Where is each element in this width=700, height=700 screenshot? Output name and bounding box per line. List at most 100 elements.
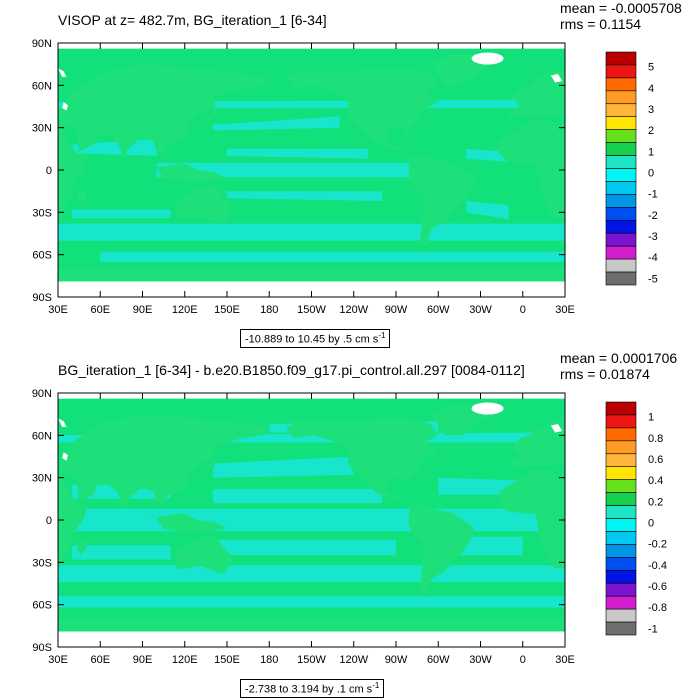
cyan-band [58,596,565,608]
cyan-band [212,489,382,504]
x-tick-label: 150E [214,654,240,666]
colorbar-swatch [605,569,637,584]
colorbar-swatch [605,168,637,182]
colorbar-swatch [605,245,637,260]
y-tick-label: 60N [32,430,52,442]
cyan-band [156,162,411,178]
map-field [58,48,565,297]
colorbar-label: 0.8 [648,433,663,445]
colorbar-swatch [605,479,637,493]
colorbar-swatch [605,129,637,143]
missing-region [550,424,563,433]
colorbar-swatch [605,492,637,506]
colorbar: 1 0.8 0.6 0.4 0.2 0 -0.2 -0.4 -0.6 -0.8 -1 [605,401,667,636]
rms-value: rms = 0.01874 [560,366,650,382]
colorbar-swatch [605,531,637,545]
x-tick-label: 120E [172,654,198,666]
colorbar-label: 1 [648,146,654,158]
y-tick-label: 60S [32,600,52,612]
colorbar-label: 4 [648,83,654,95]
x-tick-label: 60W [427,654,450,666]
missing-region [58,68,67,77]
colorbar-swatch [605,142,637,156]
x-tick-label: 60E [90,304,110,316]
cyan-band [452,536,523,556]
colorbar-swatch [605,194,637,208]
colorbar-swatch [605,77,637,92]
arctic-missing-region [471,52,504,65]
colorbar-label: 5 [648,62,654,74]
land-mask [198,107,216,125]
colorbar-swatch [605,440,637,455]
missing-region [550,74,563,83]
land-mask [508,421,565,468]
x-tick-label: 30E [555,654,575,666]
colorbar-label: 0.2 [648,496,663,508]
colorbar-swatch [605,414,637,429]
cyan-band [227,148,368,159]
land-mask [286,68,439,158]
x-tick-label: 90E [133,304,153,316]
colorbar-label: 1 [648,412,654,424]
colorbar-swatch [605,64,637,79]
colorbar-swatch [605,271,637,286]
x-tick-label: 150E [214,304,240,316]
y-tick-label: 30N [32,123,52,135]
x-tick-label: 30W [469,304,492,316]
x-tick-label: 30E [48,654,68,666]
y-tick-label: 90N [32,38,52,50]
land-mask [77,539,87,556]
colorbar-label: -4 [648,252,658,264]
contour-range-label: -10.889 to 10.45 by .5 cm s-1 [240,329,391,348]
x-tick-label: 60W [427,304,450,316]
panel-title: VISOP at z= 482.7m, BG_iteration_1 [6-34… [58,12,327,28]
colorbar-swatch [605,544,637,558]
x-tick-label: 180 [260,304,278,316]
colorbar-swatch [605,582,637,597]
colorbar-label: -0.8 [648,602,667,614]
land-mask [77,189,87,206]
colorbar-label: -0.2 [648,539,667,551]
land-mask [286,418,439,508]
x-tick-label: 120W [339,304,368,316]
colorbar-swatch [605,181,637,195]
missing-region [62,102,68,111]
arctic-missing-region [471,402,504,415]
range-unit-exponent: -1 [378,331,386,340]
colorbar-label: -3 [648,231,658,243]
colorbar-label: 3 [648,104,654,116]
land-mask [408,154,474,248]
contour-range-label: -2.738 to 3.194 by .1 cm s-1 [240,679,385,698]
land-mask [498,469,565,568]
colorbar-swatch [605,557,637,571]
x-tick-label: 0 [520,304,526,316]
y-tick-label: 30S [32,557,52,569]
y-tick-label: 60S [32,250,52,262]
panel-bottom: BG_iteration_1 [6-34] - b.e20.B1850.f09_… [0,350,700,700]
land-mask [149,162,227,182]
land-mask [198,457,216,475]
colorbar-swatch [605,258,637,273]
x-tick-label: 30E [48,304,68,316]
cyan-band [466,201,509,220]
cyan-band [72,209,171,218]
colorbar-swatch [605,621,637,636]
colorbar: 5 4 3 2 1 0 -1 -2 -3 -4 -5 [605,51,658,286]
colorbar-label: 2 [648,125,654,137]
colorbar-swatch [605,453,637,468]
colorbar-label: -2 [648,210,658,222]
cyan-band [100,251,565,262]
cyan-band [212,116,340,131]
map-field [58,398,565,647]
x-tick-label: 0 [520,654,526,666]
y-tick-label: 0 [46,515,52,527]
colorbar-swatch [605,207,637,221]
land-mask [176,535,232,574]
land-mask [498,119,565,218]
cyan-band [58,508,565,532]
colorbar-swatch [605,219,637,234]
map-plot: 30E 60E 90E 120E 150E 180 150W 120W 90W 60W 30W 0 30… [32,388,667,666]
colorbar-swatch [605,155,637,169]
range-text: -2.738 to 3.194 by .1 cm s [245,683,373,696]
colorbar-label: -5 [648,273,658,285]
